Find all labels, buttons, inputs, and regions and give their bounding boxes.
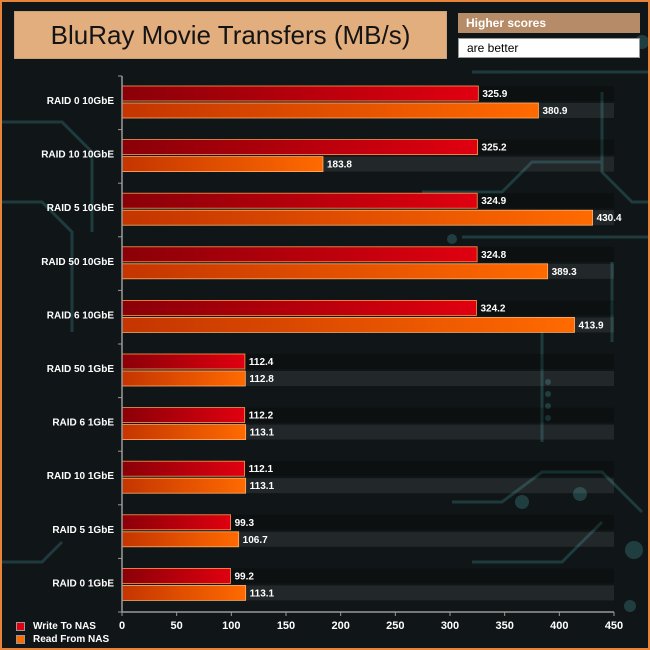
- x-tick-label: 350: [495, 620, 513, 632]
- data-label-write: 324.8: [481, 250, 506, 261]
- data-label-read: 113.1: [250, 481, 275, 492]
- data-label-write: 324.9: [481, 196, 506, 207]
- x-tick-label: 450: [605, 620, 623, 632]
- category-label: RAID 6 10GbE: [47, 310, 115, 321]
- data-label-read: 113.1: [250, 588, 275, 599]
- bar-read: [121, 156, 324, 173]
- legend-swatch-read: [16, 635, 25, 644]
- legend-swatch-write: [16, 622, 25, 631]
- bar-track-write: [122, 514, 614, 530]
- bar-track-write: [122, 568, 614, 584]
- data-label-read: 413.9: [579, 320, 604, 331]
- category-label: RAID 5 10GbE: [47, 203, 115, 214]
- data-label-read: 389.3: [552, 267, 577, 278]
- x-tick-label: 150: [277, 620, 295, 632]
- higher-scores-note: Higher scores: [458, 13, 640, 33]
- bar-write: [121, 299, 477, 316]
- data-label-read: 380.9: [542, 106, 567, 117]
- category-label: RAID 0 10GbE: [47, 96, 115, 107]
- bar-read: [121, 424, 247, 441]
- bar-write: [121, 514, 231, 531]
- legend-item-read: Read From NAS: [16, 633, 109, 646]
- bar-write: [121, 353, 246, 370]
- bar-read: [121, 370, 246, 387]
- legend-label-write: Write To NAS: [33, 621, 96, 632]
- category-label: RAID 50 1GbE: [47, 364, 115, 375]
- data-label-write: 112.4: [249, 357, 274, 368]
- legend-label-read: Read From NAS: [33, 634, 110, 645]
- bar-read: [121, 585, 247, 601]
- bar-read: [121, 531, 240, 548]
- data-label-write: 325.2: [482, 143, 507, 154]
- bar-track-read: [122, 531, 614, 547]
- x-tick-label: 400: [550, 620, 568, 632]
- bar-read: [121, 263, 549, 280]
- x-tick-label: 0: [119, 620, 125, 632]
- category-label: RAID 10 10GbE: [41, 150, 114, 161]
- x-tick-label: 250: [386, 620, 404, 632]
- category-label: RAID 50 10GbE: [41, 257, 114, 268]
- bar-write: [121, 85, 479, 102]
- data-label-read: 430.4: [597, 213, 622, 224]
- legend-item-write: Write To NAS: [16, 620, 109, 633]
- data-label-read: 112.8: [249, 374, 274, 385]
- bar-read: [121, 102, 539, 119]
- chart-title: BluRay Movie Transfers (MB/s): [14, 11, 447, 59]
- data-label-read: 183.8: [327, 160, 352, 171]
- bar-write: [121, 192, 478, 209]
- data-label-write: 112.2: [249, 411, 274, 422]
- x-tick-label: 100: [222, 620, 240, 632]
- bar-read: [121, 477, 247, 494]
- bar-write: [121, 246, 478, 263]
- bar-write: [121, 460, 245, 477]
- data-label-write: 324.2: [480, 303, 505, 314]
- x-tick-label: 300: [441, 620, 459, 632]
- data-label-write: 99.2: [234, 571, 254, 582]
- category-label: RAID 10 1GbE: [47, 471, 115, 482]
- category-label: RAID 5 1GbE: [52, 525, 114, 536]
- category-label: RAID 0 1GbE: [52, 578, 114, 589]
- bar-track-write: [122, 461, 614, 477]
- legend: Write To NAS Read From NAS: [16, 620, 109, 646]
- data-label-write: 112.1: [249, 464, 274, 475]
- x-tick-label: 200: [331, 620, 349, 632]
- data-label-write: 325.9: [482, 89, 507, 100]
- data-label-read: 113.1: [250, 428, 275, 439]
- data-label-read: 106.7: [243, 535, 268, 546]
- bar-write: [121, 139, 478, 156]
- are-better-note: are better: [458, 38, 640, 58]
- category-label: RAID 6 1GbE: [52, 418, 114, 429]
- bar-read: [121, 209, 593, 226]
- bar-write: [121, 407, 246, 424]
- bar-read: [121, 316, 575, 333]
- data-label-write: 99.3: [235, 518, 255, 529]
- bar-write: [121, 568, 231, 584]
- x-tick-label: 50: [171, 620, 183, 632]
